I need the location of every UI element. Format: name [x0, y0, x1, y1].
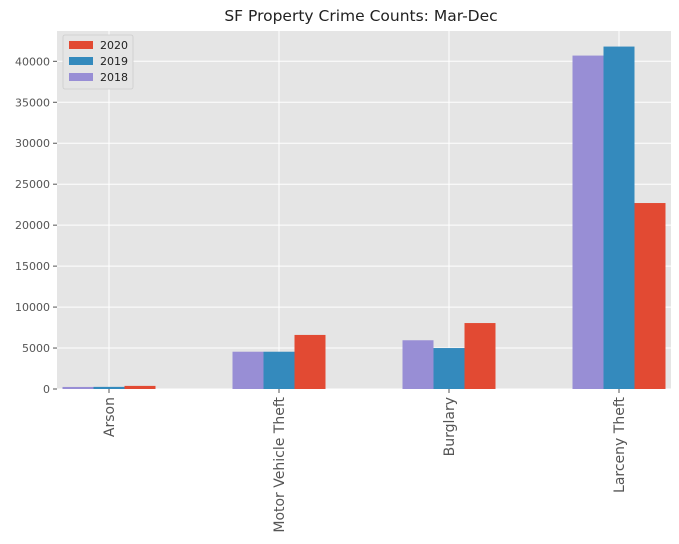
y-tick-label: 35000	[15, 96, 50, 109]
bar-2019-arson	[93, 386, 125, 389]
y-tick-label: 30000	[15, 137, 50, 150]
bar-2020-burglary	[464, 323, 496, 389]
y-tick-label: 5000	[22, 342, 50, 355]
bar-2020-arson	[124, 385, 156, 389]
chart-title: SF Property Crime Counts: Mar-Dec	[224, 7, 497, 25]
y-tick-label: 20000	[15, 219, 50, 232]
x-tick-label-larceny-theft: Larceny Theft	[612, 397, 628, 493]
x-tick-label-motor-vehicle-theft: Motor Vehicle Theft	[272, 396, 288, 532]
y-tick-label: 25000	[15, 178, 50, 191]
legend-label-2018: 2018	[100, 71, 128, 84]
bar-2019-burglary	[433, 348, 465, 389]
legend-label-2019: 2019	[100, 55, 128, 68]
legend-swatch-2018	[69, 73, 93, 81]
y-tick-label: 0	[43, 383, 50, 396]
bar-2020-motor-vehicle-theft	[294, 334, 326, 389]
bars	[62, 46, 666, 389]
bar-2019-motor-vehicle-theft	[263, 351, 295, 389]
plot-area	[57, 31, 671, 389]
x-tick-label-arson: Arson	[102, 397, 118, 437]
bar-2018-burglary	[402, 340, 434, 389]
bar-2018-larceny-theft	[572, 55, 604, 389]
legend-swatch-2019	[69, 57, 93, 65]
legend: 2020 2019 2018	[62, 34, 134, 90]
legend-label-2020: 2020	[100, 39, 128, 52]
bar-2018-arson	[62, 386, 94, 389]
y-tick-label: 15000	[15, 260, 50, 273]
x-axis-ticks: Arson Motor Vehicle Theft Burglary Larceny …	[102, 389, 628, 533]
legend-swatch-2020	[69, 41, 93, 49]
bar-2020-larceny-theft	[634, 203, 666, 389]
y-axis-ticks: 0 5000 10000 15000 20000 25000 30000 35000 40000	[15, 55, 57, 396]
bar-2018-motor-vehicle-theft	[232, 351, 264, 389]
bar-2019-larceny-theft	[603, 46, 635, 389]
gridlines	[57, 31, 671, 390]
x-tick-label-burglary: Burglary	[442, 397, 458, 456]
y-tick-label: 40000	[15, 55, 50, 68]
y-tick-label: 10000	[15, 301, 50, 314]
